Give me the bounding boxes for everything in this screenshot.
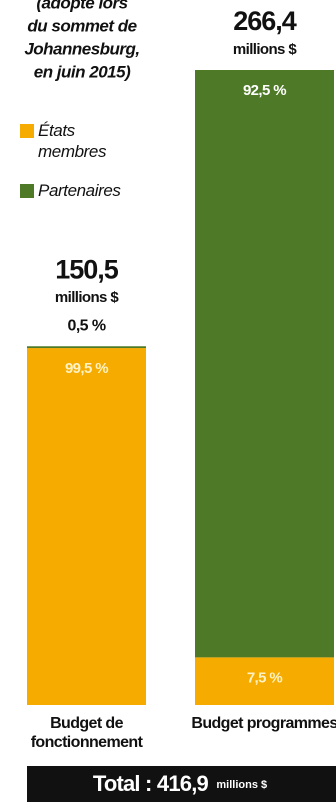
value-label: 92,5 % <box>243 82 286 99</box>
total-unit: millions $ <box>233 41 297 58</box>
footer-band <box>27 766 336 802</box>
note-line: (adopté lors <box>36 0 127 12</box>
bar-segment <box>27 346 146 349</box>
bar-segment <box>195 657 334 705</box>
total-label: 150,5 <box>55 254 119 284</box>
note-line: du sommet de <box>27 16 136 35</box>
category-label: Budget de fonctionnement <box>30 715 143 751</box>
legend-swatch <box>20 184 34 198</box>
footer-total: Total : 416,9 millions $ <box>93 771 267 796</box>
footer-text: Total : 416,9 <box>93 771 209 796</box>
bar-segment <box>27 348 146 705</box>
legend-label: États membres <box>38 121 107 161</box>
legend-swatch <box>20 124 34 138</box>
total-label: 266,4 <box>233 6 297 36</box>
bar-segment <box>195 70 334 658</box>
value-label: 99,5 % <box>65 360 108 377</box>
legend-label: Partenaires <box>38 181 121 200</box>
value-label: 0,5 % <box>68 317 106 334</box>
total-unit: millions $ <box>55 289 119 306</box>
note-line: en juin 2015) <box>34 62 131 81</box>
footer-unit: millions $ <box>216 779 267 791</box>
category-label: Budget programmes <box>191 715 336 732</box>
value-label: 7,5 % <box>247 669 283 686</box>
note-line: Johannesburg, <box>24 39 139 58</box>
